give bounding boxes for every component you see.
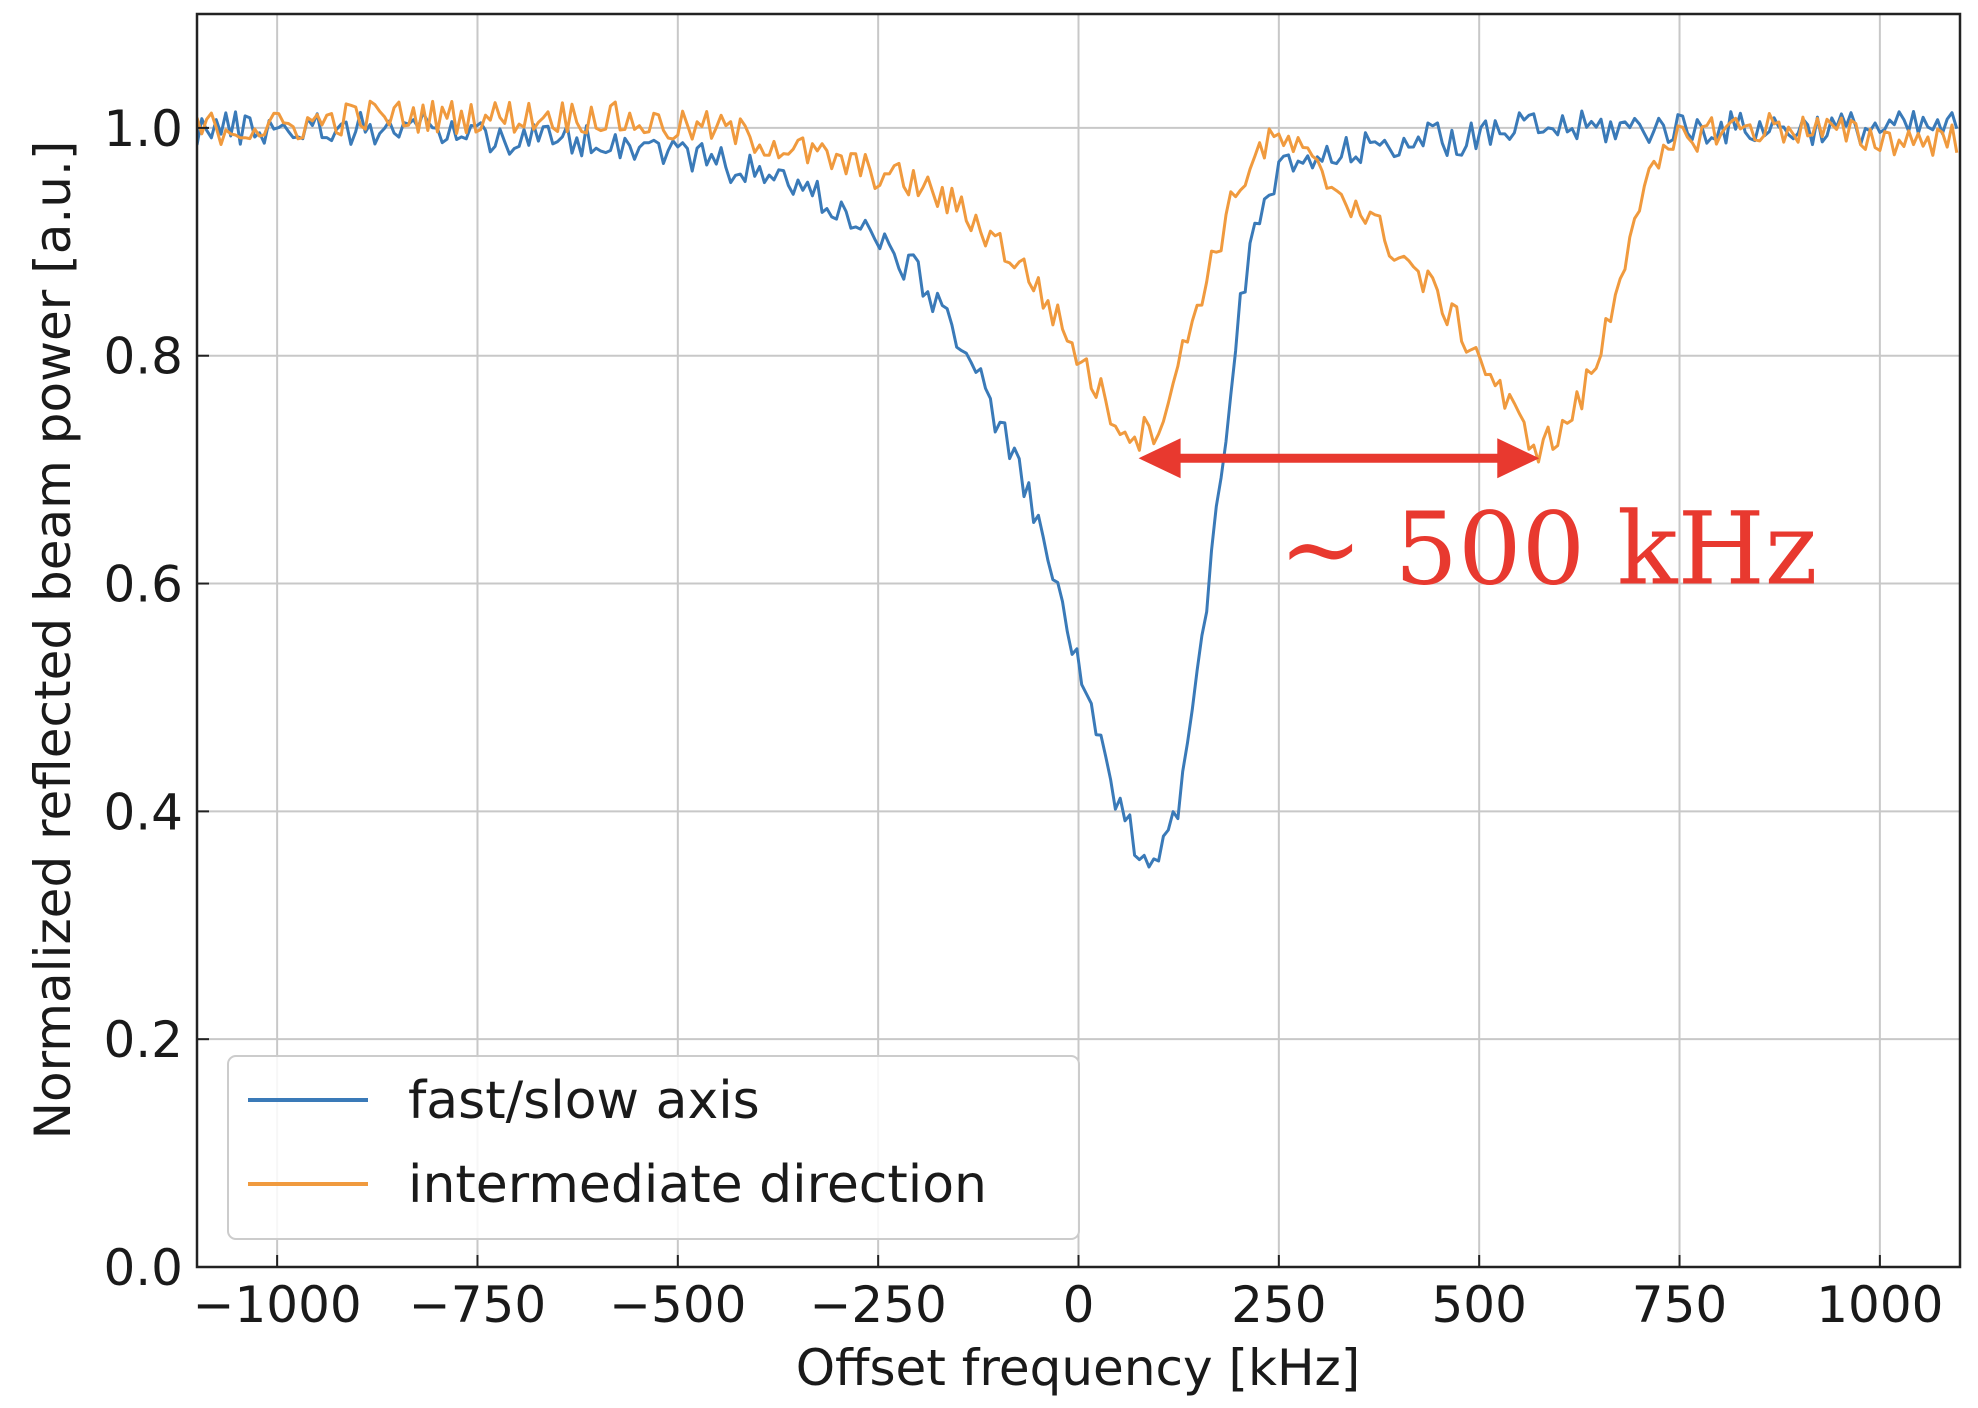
y-tick-label: 0.8	[103, 328, 183, 386]
data-series	[197, 99, 1959, 869]
legend-box	[227, 1055, 1080, 1240]
x-tick-label: 250	[1231, 1276, 1326, 1334]
annotation-label: ~ 500 kHz	[1279, 491, 1818, 608]
series-line-0	[197, 109, 1959, 869]
y-tick-label: 0.0	[103, 1239, 183, 1297]
series-line-1	[197, 99, 1959, 464]
x-tick-label: 0	[1063, 1276, 1095, 1334]
y-axis-label: Normalized reflected beam power [a.u.]	[24, 141, 82, 1140]
y-tick-label: 0.6	[103, 556, 183, 614]
annotation-arrow-head-right	[1497, 438, 1540, 479]
x-tick-label: −750	[409, 1276, 546, 1334]
legend: fast/slow axis intermediate direction	[227, 1055, 1080, 1240]
x-tick-label: −250	[809, 1276, 946, 1334]
axis-ticks: −1000 −750 −500 −250 0 250 500 750 1000 0.0 0.2 0.4…	[103, 100, 1943, 1334]
annotation: ~ 500 kHz	[1138, 438, 1818, 608]
x-tick-label: −500	[609, 1276, 746, 1334]
y-tick-label: 0.4	[103, 783, 183, 841]
grid	[197, 14, 1960, 1268]
legend-label-1: intermediate direction	[408, 1155, 987, 1215]
x-tick-label: 1000	[1816, 1276, 1943, 1334]
x-tick-label: 500	[1431, 1276, 1526, 1334]
x-tick-label: −1000	[193, 1276, 362, 1334]
legend-label-0: fast/slow axis	[408, 1071, 760, 1131]
y-tick-label: 1.0	[103, 100, 183, 158]
y-tick-label: 0.2	[103, 1011, 183, 1069]
annotation-arrow-head-left	[1138, 438, 1181, 479]
x-tick-label: 750	[1632, 1276, 1727, 1334]
x-axis-label: Offset frequency [kHz]	[796, 1339, 1361, 1397]
